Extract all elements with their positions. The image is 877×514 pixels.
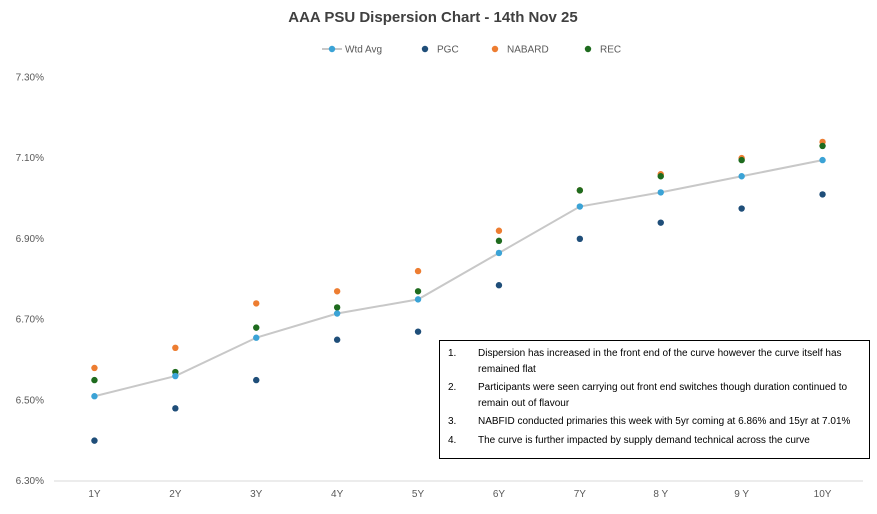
point-nabard bbox=[172, 344, 179, 351]
note-text: NABFID conducted primaries this week wit… bbox=[478, 416, 851, 427]
x-tick-label: 8 Y bbox=[653, 489, 668, 500]
point-wtd-avg bbox=[576, 203, 584, 210]
legend: Wtd Avg PGC NABARD REC bbox=[322, 45, 621, 56]
y-tick-label: 7.10% bbox=[16, 153, 44, 164]
note-item: 3. NABFID conducted primaries this week w… bbox=[448, 414, 861, 430]
series-layer bbox=[91, 138, 826, 444]
point-nabard bbox=[333, 288, 341, 295]
x-axis-ticks: 1Y 2Y 3Y 4Y 5Y 6Y 7Y 8 Y 9 Y 10Y bbox=[88, 489, 831, 500]
legend-marker bbox=[328, 45, 336, 53]
point-rec bbox=[253, 324, 260, 331]
legend-label: REC bbox=[600, 45, 621, 56]
point-pgc bbox=[253, 376, 260, 384]
note-number: 3. bbox=[448, 416, 457, 427]
legend-label: NABARD bbox=[507, 45, 549, 56]
point-nabard bbox=[495, 227, 503, 234]
point-pgc bbox=[657, 219, 664, 226]
point-wtd-avg bbox=[414, 296, 422, 303]
note-text: Participants were seen carrying out fron… bbox=[478, 382, 848, 409]
point-wtd-avg bbox=[495, 249, 503, 257]
legend-label: Wtd Avg bbox=[345, 45, 382, 56]
x-tick-label: 3Y bbox=[250, 489, 263, 500]
point-pgc bbox=[495, 282, 503, 289]
note-item: 1. Dispersion has increased in the front … bbox=[448, 346, 861, 377]
legend-marker bbox=[421, 45, 429, 53]
point-wtd-avg bbox=[253, 334, 260, 341]
point-wtd-avg bbox=[172, 372, 179, 380]
point-pgc bbox=[91, 437, 98, 444]
chart-title: AAA PSU Dispersion Chart - 14th Nov 25 bbox=[288, 9, 578, 26]
y-tick-label: 6.90% bbox=[16, 234, 44, 245]
x-tick-label: 5Y bbox=[412, 489, 425, 500]
point-pgc bbox=[738, 205, 745, 212]
x-tick-label: 2Y bbox=[169, 489, 182, 500]
point-wtd-avg bbox=[333, 310, 341, 317]
series-line-wtd-avg bbox=[94, 159, 823, 398]
x-tick-label: 9 Y bbox=[734, 489, 749, 500]
y-tick-label: 6.70% bbox=[16, 315, 44, 326]
point-nabard bbox=[253, 300, 260, 307]
point-rec bbox=[657, 173, 664, 180]
commentary-notes: 1. Dispersion has increased in the front … bbox=[439, 340, 870, 459]
point-wtd-avg bbox=[738, 173, 745, 180]
point-pgc bbox=[172, 405, 179, 412]
note-number: 2. bbox=[448, 382, 457, 393]
note-text: The curve is further impacted by supply … bbox=[478, 434, 810, 446]
point-rec bbox=[495, 237, 503, 245]
point-wtd-avg bbox=[91, 393, 98, 400]
y-tick-label: 6.30% bbox=[16, 476, 44, 487]
point-rec bbox=[738, 156, 745, 164]
x-tick-label: 4Y bbox=[331, 489, 344, 500]
y-tick-label: 7.30% bbox=[16, 72, 44, 83]
y-tick-label: 6.50% bbox=[16, 395, 44, 406]
point-rec bbox=[333, 304, 341, 311]
point-pgc bbox=[414, 328, 422, 335]
x-tick-label: 7Y bbox=[574, 489, 587, 500]
legend-label: PGC bbox=[437, 45, 459, 56]
point-rec bbox=[91, 376, 98, 384]
point-rec bbox=[414, 288, 422, 295]
point-wtd-avg bbox=[819, 156, 826, 164]
x-tick-label: 6Y bbox=[493, 489, 506, 500]
point-nabard bbox=[91, 364, 98, 372]
legend-marker bbox=[491, 45, 499, 53]
note-number: 1. bbox=[448, 348, 457, 359]
note-item: 4. The curve is further impacted by suppl… bbox=[448, 433, 861, 449]
point-pgc bbox=[576, 235, 584, 243]
y-axis-ticks: 6.30% 6.50% 6.70% 6.90% 7.10% 7.30% bbox=[16, 72, 44, 487]
legend-marker bbox=[584, 45, 592, 53]
point-nabard bbox=[414, 267, 422, 275]
point-pgc bbox=[819, 191, 826, 198]
note-item: 2. Participants were seen carrying out fr… bbox=[448, 380, 861, 411]
x-tick-label: 1Y bbox=[88, 489, 101, 500]
note-number: 4. bbox=[448, 434, 457, 446]
point-pgc bbox=[333, 336, 341, 343]
point-rec bbox=[576, 187, 584, 194]
point-rec bbox=[819, 142, 826, 150]
x-tick-label: 10Y bbox=[814, 489, 832, 500]
note-text: Dispersion has increased in the front en… bbox=[478, 348, 842, 375]
point-wtd-avg bbox=[657, 189, 664, 196]
